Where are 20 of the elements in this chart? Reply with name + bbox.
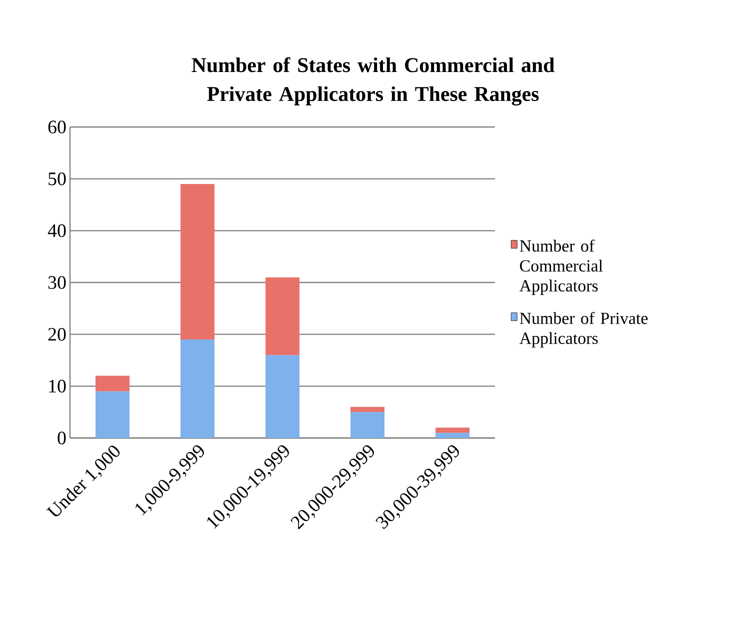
- y-tick-label: 40: [48, 224, 66, 238]
- legend-label: Number of Commercial Applicators: [519, 240, 603, 295]
- bar: [96, 376, 130, 392]
- bar: [180, 184, 214, 340]
- y-tick-label: 20: [48, 328, 66, 341]
- chart-title: Number of States with Commercial and Private Applicators in These Ranges: [192, 57, 554, 106]
- y-tick-label: 10: [49, 380, 66, 393]
- bar: [96, 391, 130, 438]
- bar: [350, 406, 384, 412]
- bar: [266, 277, 300, 356]
- legend-label: Number of Private Applicators: [519, 312, 648, 348]
- bar: [180, 340, 214, 438]
- bar: [436, 428, 470, 433]
- y-tick-label: 0: [58, 432, 66, 444]
- bar: [266, 355, 300, 438]
- y-tick-label: 50: [48, 172, 66, 186]
- bar: [436, 432, 470, 438]
- y-tick-label: 60: [48, 120, 66, 134]
- bar: [350, 412, 384, 438]
- y-tick-label: 30: [48, 276, 66, 289]
